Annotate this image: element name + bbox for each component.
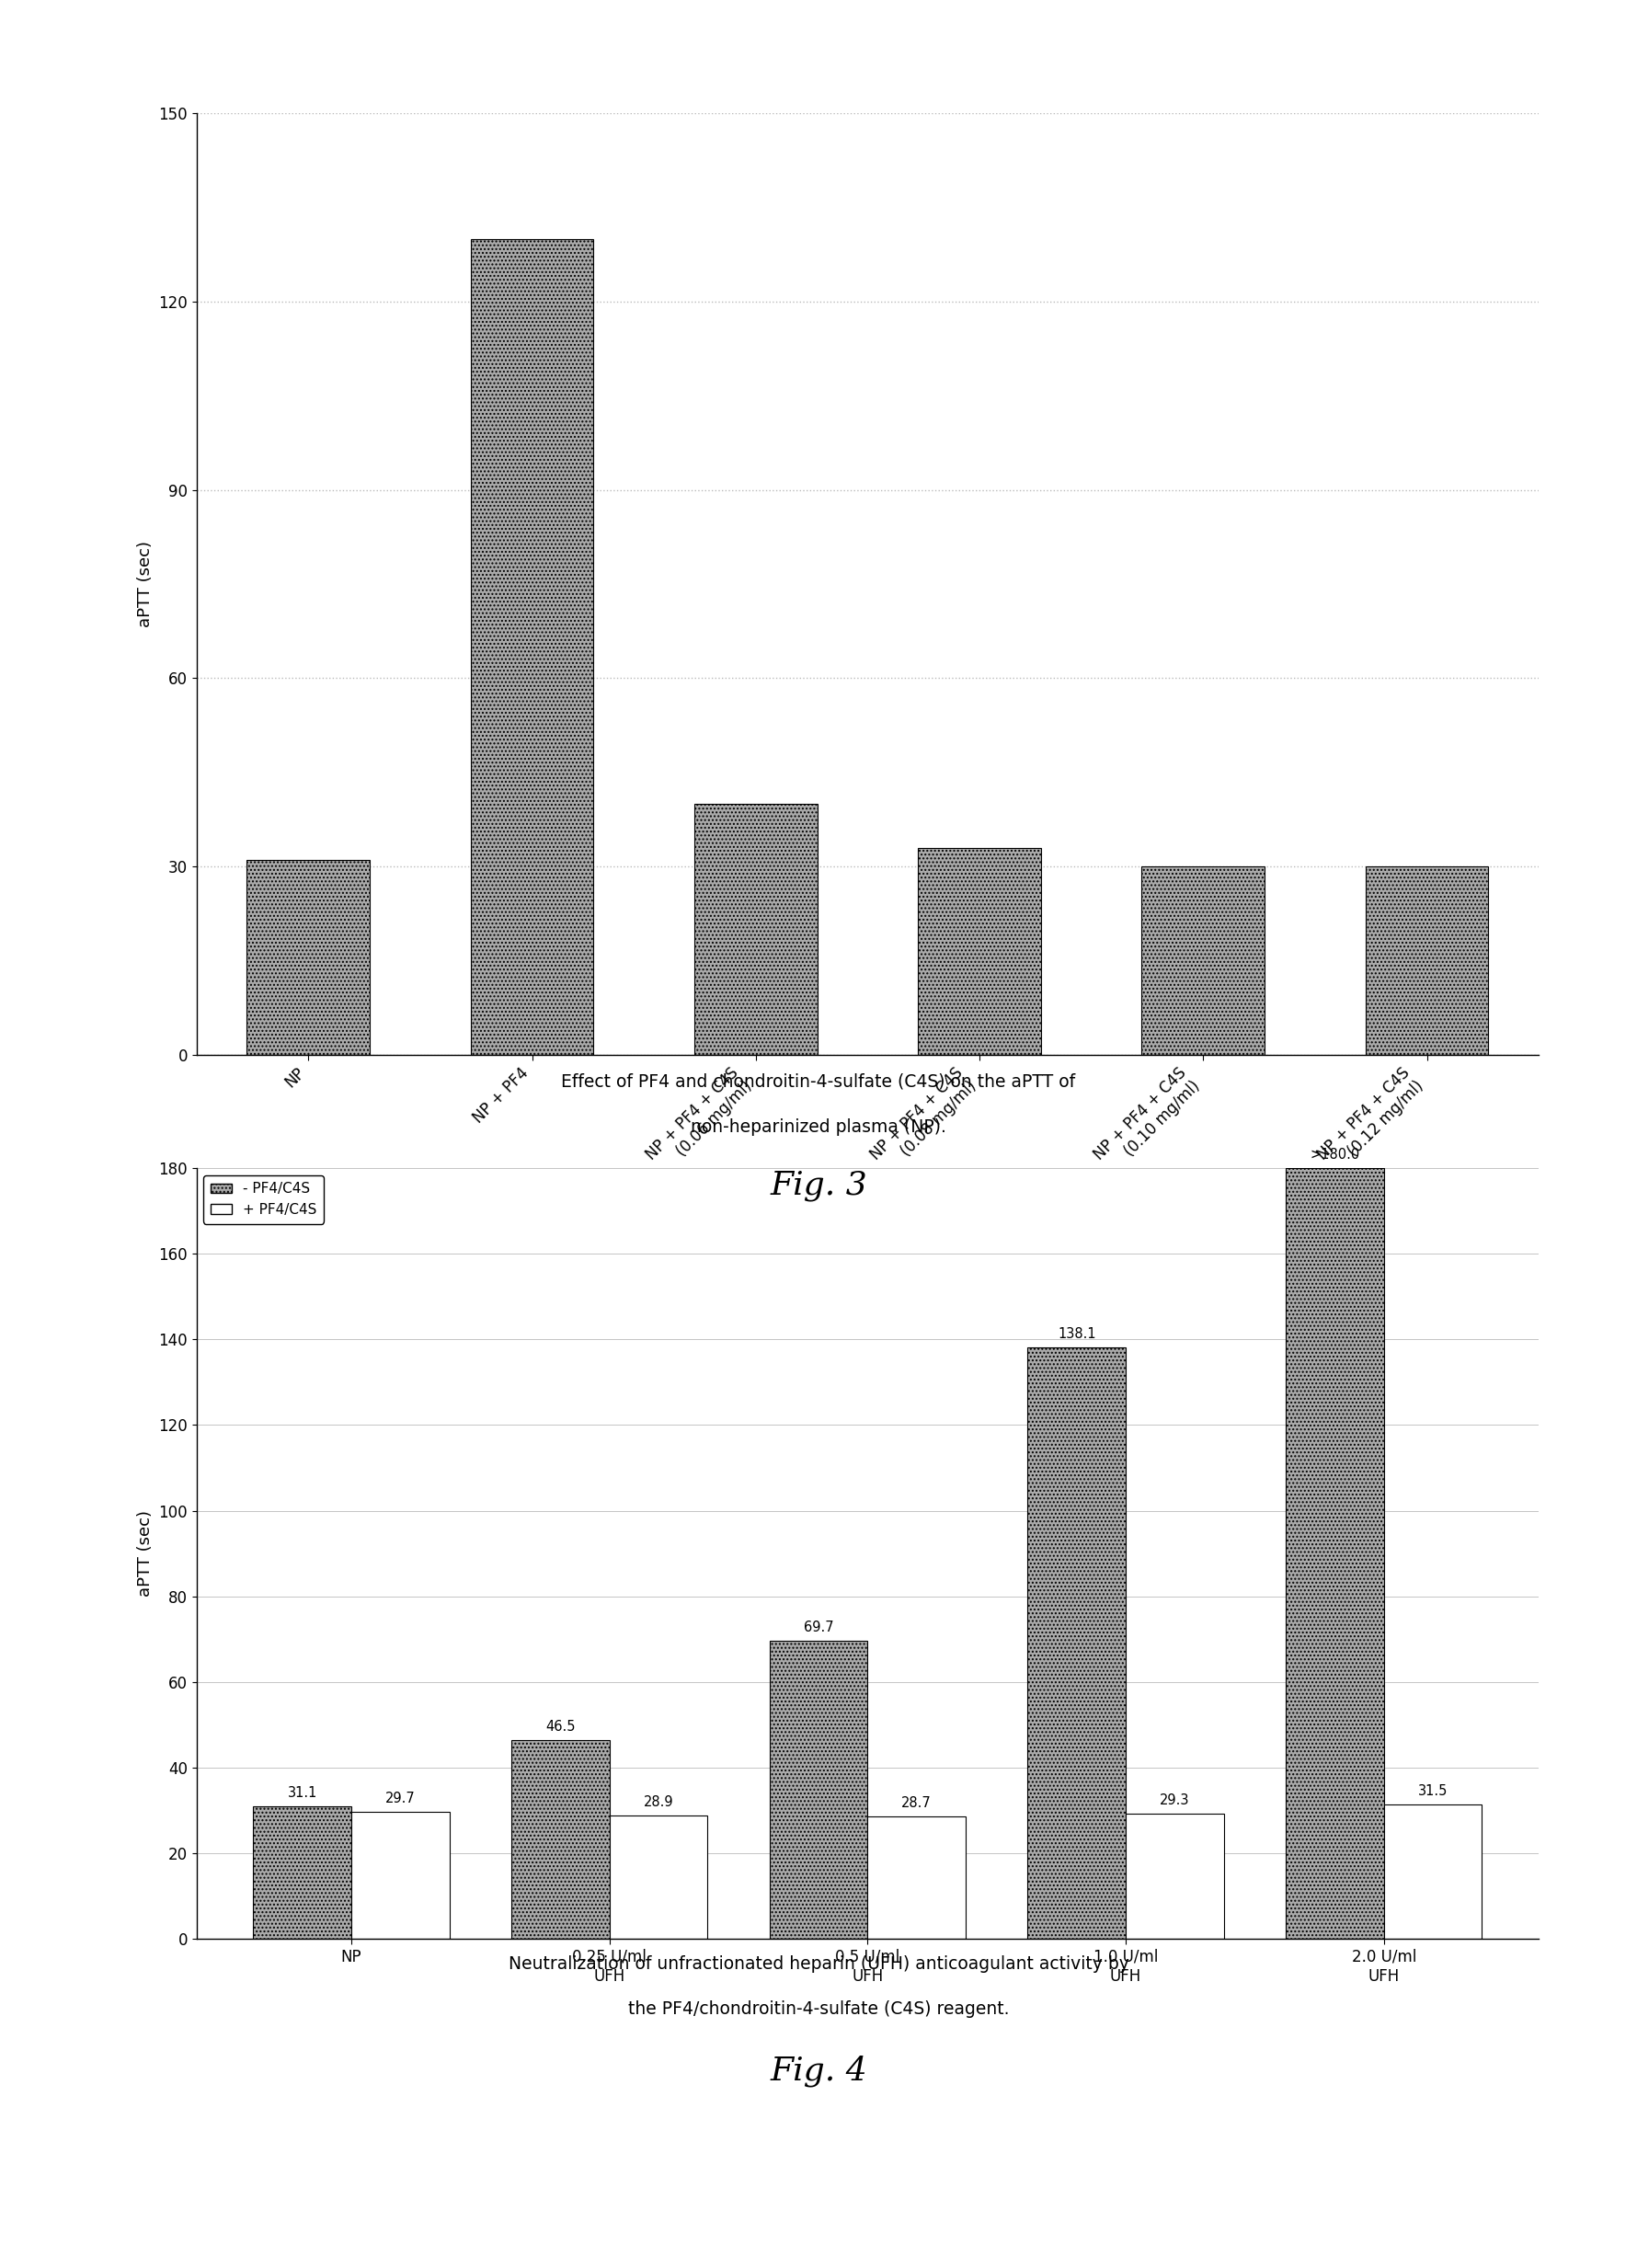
Bar: [1126, 1814, 1224, 1939]
Bar: [352, 1812, 450, 1939]
Text: Fig. 3: Fig. 3: [769, 1170, 868, 1202]
Text: Fig. 4: Fig. 4: [769, 2055, 868, 2087]
Text: the PF4/chondroitin-4-sulfate (C4S) reagent.: the PF4/chondroitin-4-sulfate (C4S) reag…: [629, 2000, 1008, 2019]
Text: Effect of PF4 and chondroitin-4-sulfate (C4S) on the aPTT of: Effect of PF4 and chondroitin-4-sulfate …: [561, 1073, 1076, 1091]
Text: non-heparinized plasma (NP).: non-heparinized plasma (NP).: [691, 1118, 946, 1136]
Bar: [769, 1640, 868, 1939]
Y-axis label: aPTT (sec): aPTT (sec): [136, 540, 154, 628]
Legend: - PF4/C4S, + PF4/C4S: - PF4/C4S, + PF4/C4S: [203, 1175, 324, 1225]
Bar: [1383, 1805, 1481, 1939]
Text: 138.1: 138.1: [1058, 1327, 1095, 1340]
Bar: [470, 238, 594, 1055]
Bar: [609, 1814, 707, 1939]
Bar: [918, 848, 1041, 1055]
Text: 46.5: 46.5: [545, 1719, 575, 1733]
Bar: [694, 803, 817, 1055]
Text: 31.5: 31.5: [1418, 1785, 1447, 1799]
Bar: [511, 1740, 609, 1939]
Bar: [868, 1817, 966, 1939]
Bar: [1141, 866, 1265, 1055]
Text: 69.7: 69.7: [804, 1619, 833, 1635]
Text: 28.7: 28.7: [902, 1796, 931, 1810]
Bar: [1365, 866, 1488, 1055]
Text: 29.3: 29.3: [1161, 1794, 1190, 1808]
Bar: [254, 1805, 352, 1939]
Bar: [1285, 1168, 1383, 1939]
Y-axis label: aPTT (sec): aPTT (sec): [136, 1510, 154, 1597]
Text: >180.0: >180.0: [1310, 1148, 1360, 1161]
Text: 29.7: 29.7: [385, 1792, 416, 1805]
Text: 31.1: 31.1: [288, 1785, 318, 1799]
Text: Neutralization of unfractionated heparin (UFH) anticoagulant activity by: Neutralization of unfractionated heparin…: [507, 1955, 1130, 1973]
Bar: [1028, 1347, 1126, 1939]
Bar: [247, 860, 370, 1055]
Text: 28.9: 28.9: [643, 1794, 673, 1810]
